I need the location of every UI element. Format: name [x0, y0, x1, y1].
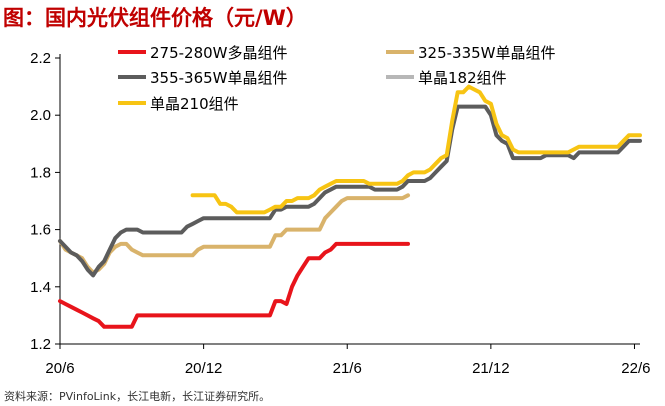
y-tick-label: 1.6	[30, 222, 51, 239]
series-line-355-365w	[58, 104, 642, 278]
series-line-210	[190, 84, 642, 215]
series-lines	[58, 84, 642, 329]
legend-label: 单晶182组件	[418, 69, 507, 87]
y-tick-label: 1.8	[30, 164, 51, 181]
y-tick-label: 1.2	[30, 336, 51, 353]
legend-label: 325-335W单晶组件	[418, 44, 556, 62]
x-tick-label: 21/6	[333, 360, 362, 377]
y-tick-label: 2.0	[30, 107, 51, 124]
legend-label: 275-280W多晶组件	[150, 44, 288, 62]
chart-title: 图：国内光伏组件价格（元/W）	[3, 6, 307, 30]
y-tick-label: 2.2	[30, 50, 51, 67]
legend-label: 355-365W单晶组件	[150, 69, 288, 87]
x-tick-label: 20/12	[185, 360, 223, 377]
series-line-325-335w	[58, 193, 410, 275]
x-tick-label: 21/12	[472, 360, 510, 377]
y-tick-label: 1.4	[30, 279, 51, 296]
legend-label: 单晶210组件	[150, 95, 239, 113]
source-note: 资料来源：PVinfoLink，长江电新，长江证券研究所。	[4, 390, 271, 403]
axes: 1.2 1.4 1.6 1.8 2.0 2.2 20/6 20/12 21/6 21/12 22/6	[30, 50, 650, 377]
x-tick-label: 22/6	[621, 360, 650, 377]
series-line-275-280w	[58, 241, 410, 329]
x-tick-label: 20/6	[45, 360, 74, 377]
legend: 275-280W多晶组件 325-335W单晶组件 355-365W单晶组件 单晶18…	[118, 44, 556, 113]
